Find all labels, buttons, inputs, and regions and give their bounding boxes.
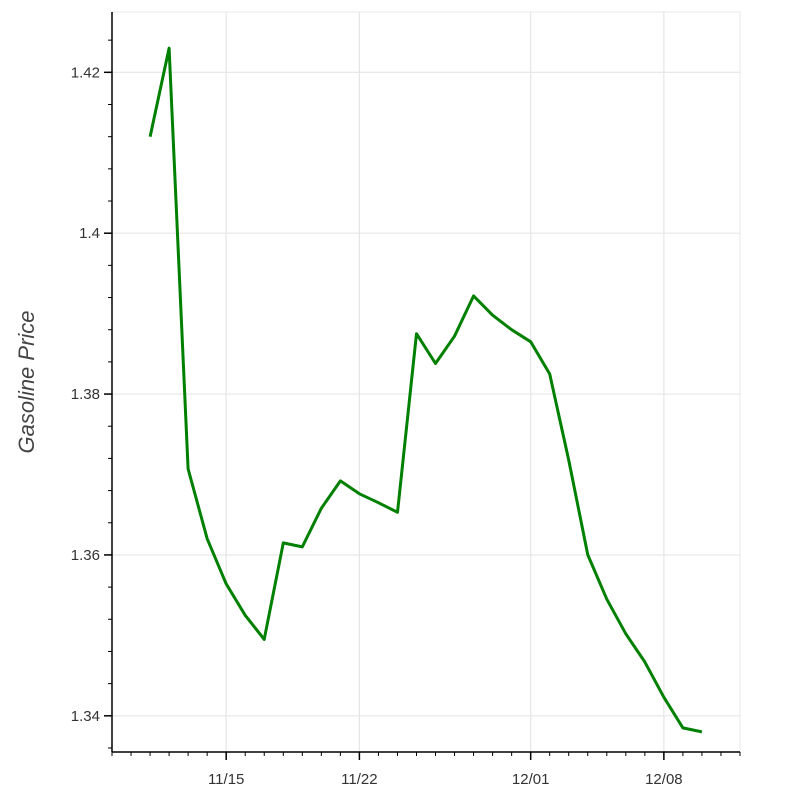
x-tick-label: 11/22 bbox=[341, 771, 377, 788]
x-minor-ticks bbox=[111, 752, 741, 756]
x-tick-label: 11/15 bbox=[208, 771, 244, 788]
series-group bbox=[148, 46, 703, 734]
y-tick-label: 1.38 bbox=[71, 386, 100, 403]
y-tick-label: 1.4 bbox=[79, 225, 100, 242]
y-tick-label: 1.42 bbox=[71, 64, 100, 81]
x-gridlines bbox=[225, 12, 665, 752]
series-line-0 bbox=[148, 46, 703, 734]
y-gridlines bbox=[112, 71, 740, 717]
y-axis-ticks: 1.34 1.36 1.38 1.4 1.42 bbox=[71, 64, 112, 725]
axes bbox=[111, 12, 740, 753]
y-tick-label: 1.36 bbox=[71, 547, 100, 564]
x-axis-ticks: 11/15 11/22 12/01 12/08 bbox=[208, 752, 683, 788]
x-tick-label: 12/01 bbox=[512, 771, 550, 788]
y-tick-label: 1.34 bbox=[71, 708, 100, 725]
y-axis-title: Gasoline Price bbox=[14, 310, 39, 453]
x-tick-label: 12/08 bbox=[645, 771, 683, 788]
